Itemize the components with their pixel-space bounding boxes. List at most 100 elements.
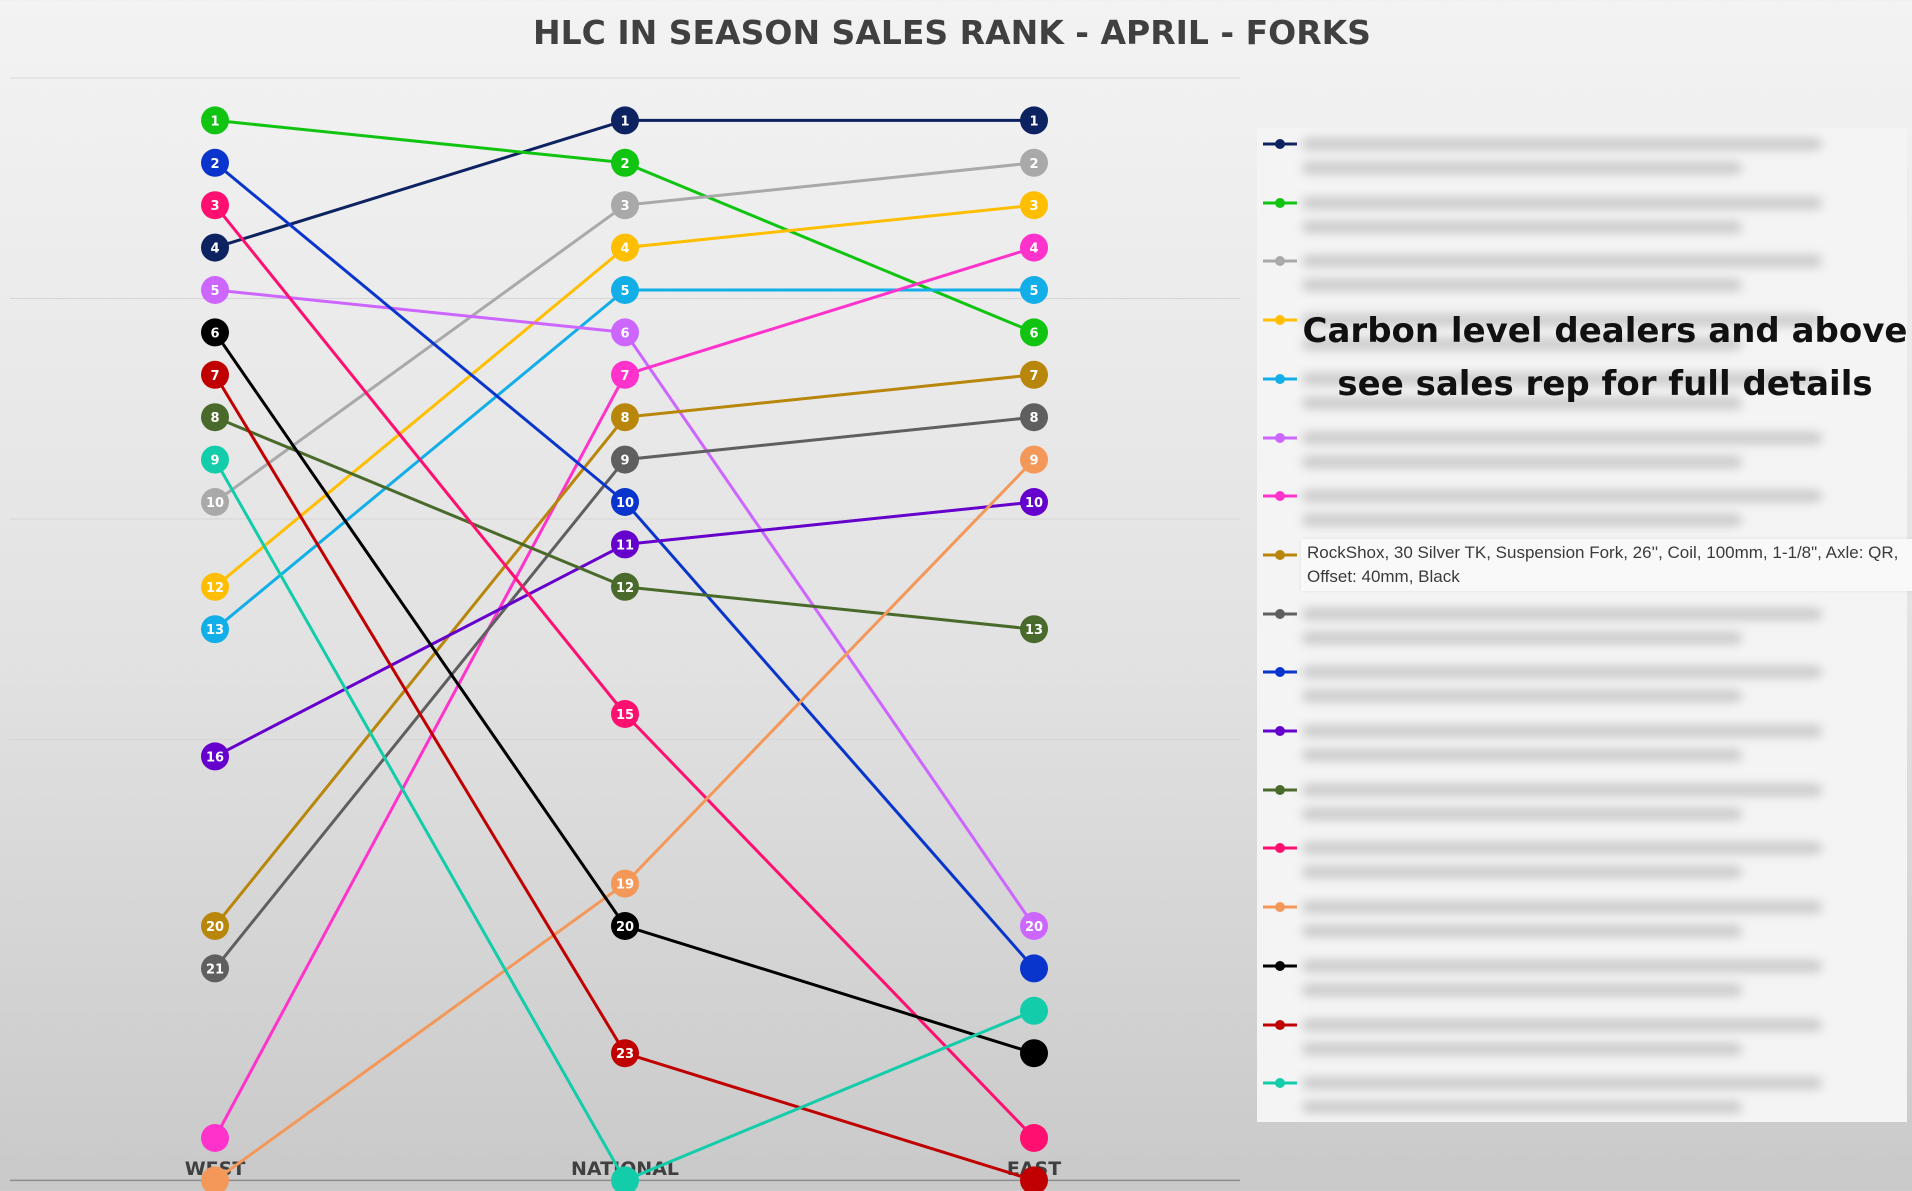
data-point: [1020, 360, 1048, 389]
legend-swatch: [1263, 373, 1297, 384]
legend-item: [1257, 952, 1907, 1008]
data-label: 8: [210, 411, 219, 426]
data-point: [1020, 488, 1048, 516]
legend-swatch: [1263, 902, 1297, 913]
data-label: 13: [206, 623, 224, 638]
legend-swatch: [1263, 667, 1297, 678]
legend-swatch: [1263, 197, 1297, 208]
legend-label-redacted: [1302, 631, 1742, 644]
legend-label-redacted: [1302, 138, 1822, 150]
legend-label-redacted: [1302, 925, 1742, 938]
series-line: [214, 118, 1034, 250]
access-note: Carbon level dealers and above see sales…: [1300, 305, 1910, 411]
legend-item: [1257, 482, 1907, 538]
legend-swatch: [1263, 1019, 1297, 1030]
data-point: [201, 1124, 229, 1152]
legend-label-redacted: [1302, 725, 1822, 737]
legend-label-redacted: [1302, 901, 1822, 914]
legend-swatch: [1263, 432, 1297, 443]
data-point: [201, 572, 229, 601]
data-point: [201, 615, 229, 644]
legend-item: [1257, 306, 1907, 362]
data-label: 8: [620, 411, 629, 426]
legend-label-redacted: [1302, 1042, 1742, 1055]
data-point: [1020, 276, 1048, 304]
data-label: 5: [620, 284, 629, 299]
data-point: [201, 742, 229, 771]
legend-swatch: [1263, 139, 1297, 149]
data-label: 20: [1025, 920, 1043, 935]
data-point: [201, 1166, 229, 1191]
data-point: [611, 276, 639, 304]
data-label: 7: [210, 369, 219, 384]
data-label: 2: [620, 157, 629, 172]
legend-item: [1257, 1011, 1907, 1067]
data-point: [611, 700, 639, 728]
data-point: [611, 572, 639, 601]
data-label: 2: [210, 157, 219, 172]
data-label: 10: [206, 496, 224, 511]
legend-label-redacted: [1302, 959, 1822, 972]
legend: RockShox, 30 Silver TK, Suspension Fork,…: [1257, 128, 1912, 1122]
legend-item: RockShox, 30 Silver TK, Suspension Fork,…: [1257, 538, 1912, 597]
data-label: 6: [210, 326, 219, 341]
legend-label-redacted: [1302, 749, 1742, 761]
data-label: 20: [206, 920, 224, 935]
series-line: [214, 203, 1035, 588]
data-point: [1020, 996, 1048, 1025]
legend-swatch: [1263, 256, 1297, 267]
legend-item: [1257, 247, 1907, 303]
data-point: [1020, 191, 1048, 220]
legend-label-redacted: [1302, 1101, 1742, 1114]
data-label: 9: [620, 454, 629, 469]
legend-label-redacted: [1302, 690, 1742, 703]
data-label: 3: [1029, 199, 1038, 214]
data-point: [611, 106, 639, 135]
access-note-line2: see sales rep for full details: [1337, 364, 1873, 404]
data-point: [201, 403, 229, 432]
data-point: [1020, 1124, 1048, 1152]
data-point: [1020, 954, 1048, 983]
data-point: [611, 869, 639, 898]
legend-swatch: [1263, 726, 1297, 736]
legend-swatch: [1263, 315, 1297, 326]
legend-label-redacted: [1302, 607, 1822, 620]
legend-item: [1257, 658, 1907, 714]
legend-label-redacted: [1302, 666, 1822, 679]
legend-item: [1257, 189, 1907, 245]
data-point: [1020, 318, 1048, 347]
legend-item: [1257, 893, 1907, 949]
data-point: [201, 191, 229, 220]
data-point: [611, 445, 639, 474]
legend-label-redacted: [1302, 338, 1742, 351]
data-point: [201, 912, 229, 940]
legend-label-redacted: [1302, 455, 1742, 468]
data-point: [1020, 1166, 1048, 1191]
data-label: 7: [620, 369, 629, 384]
data-label: 10: [1025, 496, 1043, 511]
legend-label-redacted: [1302, 162, 1742, 174]
series-line: [213, 458, 1035, 1182]
data-point: [201, 488, 229, 516]
data-point: [201, 360, 229, 389]
data-label: 3: [620, 199, 629, 214]
data-point: [201, 318, 229, 347]
legend-label-redacted: [1302, 807, 1742, 820]
legend-label-redacted: [1302, 514, 1742, 527]
data-point: [611, 233, 639, 262]
data-point: [611, 360, 639, 389]
data-label: 6: [1029, 326, 1038, 341]
data-label: 19: [616, 878, 634, 893]
legend-label-redacted: [1302, 1018, 1822, 1031]
data-label: 15: [616, 708, 634, 723]
data-label: 5: [1029, 284, 1038, 299]
legend-swatch: [1263, 784, 1297, 795]
legend-label-redacted: [1302, 1077, 1822, 1090]
data-point: [611, 403, 639, 432]
data-label: 20: [616, 920, 634, 935]
legend-item: [1257, 600, 1907, 656]
data-label: 6: [620, 326, 629, 341]
data-label: 1: [1029, 114, 1038, 129]
data-point: [1020, 615, 1048, 644]
chart-title: HLC IN SEASON SALES RANK - APRIL - FORKS: [533, 13, 1371, 52]
